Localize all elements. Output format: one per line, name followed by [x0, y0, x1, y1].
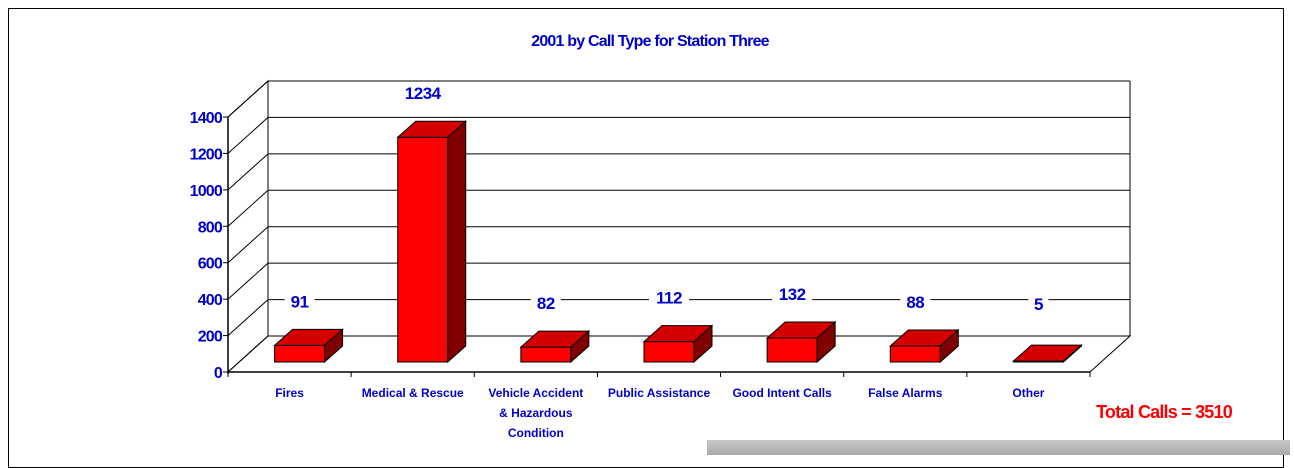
- data-label-bg: [530, 292, 561, 315]
- gridline-side: [227, 189, 269, 227]
- bar-front: [643, 341, 695, 363]
- bar: [273, 328, 344, 364]
- chart-bars: [273, 120, 1083, 364]
- x-category-label: Fires: [275, 386, 304, 400]
- bar-side: [324, 328, 344, 364]
- x-category-label-line: Vehicle Accident: [488, 386, 583, 400]
- bar: [642, 324, 714, 364]
- bar-side: [939, 328, 959, 364]
- data-label-bg: [772, 282, 813, 305]
- bar-front: [274, 344, 326, 363]
- bar-side: [570, 329, 590, 364]
- x-axis-category-labels: Fires Medical & Rescue Vehicle Accident & H…: [275, 386, 1045, 440]
- y-tick-label: 1000: [190, 183, 223, 200]
- side-wall: [227, 79, 269, 374]
- gridline-side: [227, 117, 269, 154]
- bar-side: [816, 320, 836, 364]
- chart-title: 2001 by Call Type for Station Three: [531, 33, 769, 50]
- x-category-label: False Alarms: [868, 386, 943, 400]
- gridline-side: [227, 262, 269, 300]
- bar-front: [889, 345, 941, 363]
- y-tick-label: 1200: [190, 146, 223, 163]
- bar: [765, 320, 837, 364]
- photo-strip-background: [707, 440, 1290, 455]
- x-category-label-line: Medical & Rescue: [362, 386, 464, 400]
- x-category-label-line: Good Intent Calls: [732, 386, 832, 400]
- data-label-bg: [900, 290, 931, 313]
- bar-front: [397, 136, 449, 363]
- bar: [396, 120, 468, 364]
- bar-side: [693, 324, 713, 364]
- bar: [519, 329, 591, 364]
- x-category-label-line: Fires: [275, 386, 304, 400]
- data-label-bg: [397, 82, 448, 105]
- x-category-label-line: Condition: [508, 426, 564, 440]
- y-tick-label: 600: [198, 256, 223, 273]
- chart-walls: [226, 79, 1132, 374]
- bar-front: [520, 346, 572, 363]
- bar: [888, 328, 960, 364]
- data-label-bg: [284, 290, 315, 313]
- x-category-label: Public Assistance: [608, 386, 711, 400]
- gridline-side: [227, 299, 269, 336]
- data-label-bg: [1028, 293, 1049, 315]
- y-tick-label: 400: [198, 292, 223, 309]
- x-category-label-line: & Hazardous: [499, 406, 573, 420]
- y-tick-label: 800: [198, 219, 223, 236]
- x-category-label: Medical & Rescue: [362, 386, 464, 400]
- data-label: 132: [779, 285, 806, 304]
- y-tick-label: 200: [198, 329, 223, 346]
- gridline-side: [227, 80, 269, 118]
- bar-front: [766, 337, 818, 363]
- x-category-label-line: Other: [1012, 386, 1044, 400]
- data-label: 112: [656, 289, 682, 308]
- x-category-label-line: False Alarms: [868, 386, 943, 400]
- bar: [1012, 343, 1083, 364]
- bar-top: [1012, 344, 1083, 362]
- y-tick-label: 0: [214, 365, 223, 382]
- chart-data-labels: 91 1234 82 112 132 88 5: [284, 82, 1049, 315]
- bar-side: [1062, 343, 1082, 364]
- x-category-label: Good Intent Calls: [732, 386, 832, 400]
- data-label: 82: [537, 294, 555, 313]
- data-label: 5: [1034, 295, 1043, 314]
- y-axis-tick-labels: 0 200 400 600 800 1000 1200 1400: [190, 110, 224, 382]
- x-category-label: Vehicle Accident & Hazardous Condition: [488, 386, 583, 440]
- gridline-side: [227, 226, 269, 264]
- y-tick-label: 1400: [190, 110, 223, 127]
- x-category-label-line: Public Assistance: [608, 386, 711, 400]
- data-label: 1234: [405, 84, 442, 103]
- bar-chart: 91 1234 82 112 132 88 5 0 200 400 600 800 1000 1200 1…: [190, 33, 1234, 440]
- bar-side: [447, 120, 467, 364]
- gridline-side: [227, 153, 269, 191]
- x-category-label: Other: [1012, 386, 1044, 400]
- data-label: 91: [291, 292, 309, 311]
- data-label-bg: [649, 286, 689, 309]
- data-label: 88: [906, 293, 924, 312]
- total-calls-annotation: Total Calls = 3510: [1096, 402, 1233, 422]
